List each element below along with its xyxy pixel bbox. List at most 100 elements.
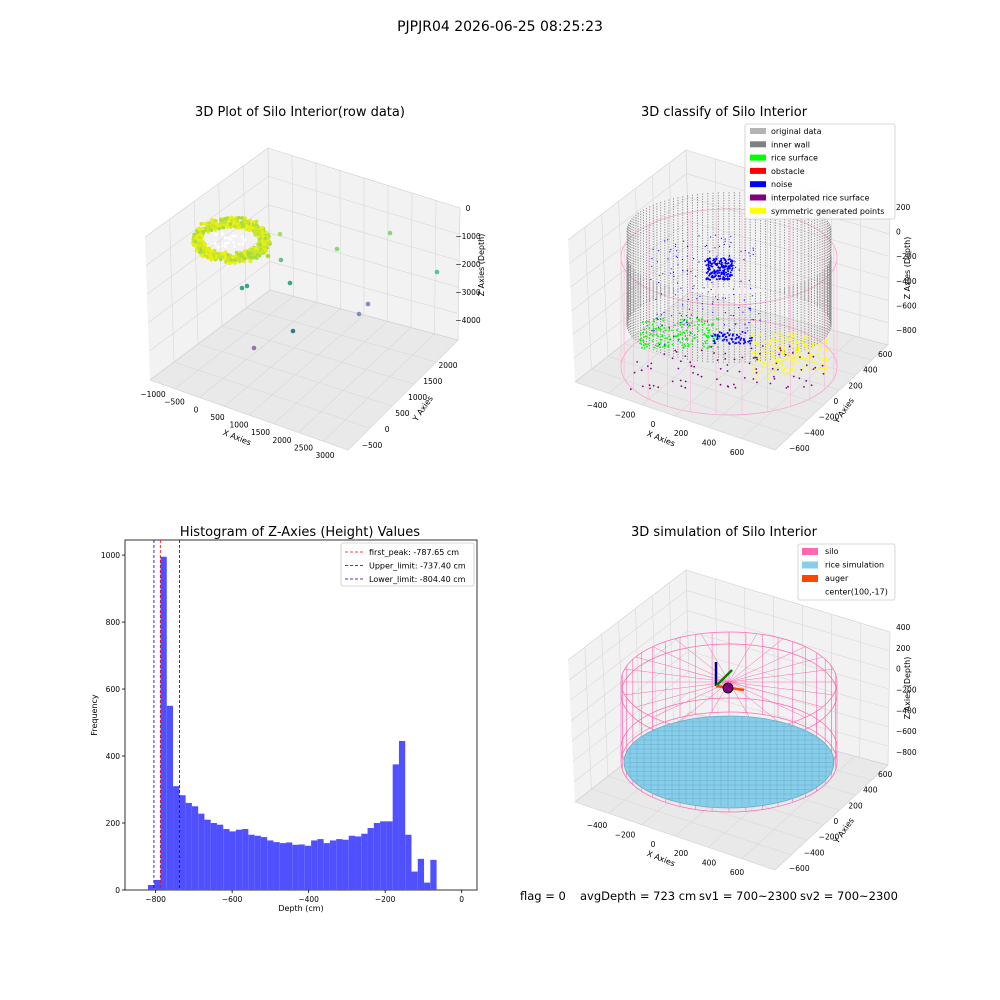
classify-z-tick: −600 (896, 301, 917, 310)
histogram-y-ticks: 0 200 400 600 800 1000 (101, 551, 125, 895)
histogram-bar (260, 837, 268, 890)
classify-z-tick-labels: 200 0 −200 −400 −600 −800 (896, 203, 917, 335)
histogram-bar (267, 840, 274, 890)
simulation-plot-title: 3D simulation of Silo Interior (631, 525, 818, 540)
histogram-bar (204, 819, 211, 890)
histogram-bar (329, 840, 337, 890)
simulation-z-tick: 200 (896, 644, 911, 653)
histogram-bar (160, 556, 167, 890)
raw-x-axis-label: X Axies (222, 428, 253, 447)
raw-z-axis-label: Z Axies (Depth) (477, 234, 486, 297)
histogram-bar (361, 833, 368, 890)
classify-z-tick: 0 (896, 228, 901, 237)
classify-legend-label: obstacle (771, 167, 805, 176)
classify-legend-swatch (750, 207, 766, 214)
histogram-bar (229, 831, 236, 890)
simulation-legend-label: silo (825, 547, 839, 556)
simulation-z-tick: 400 (896, 623, 911, 632)
histogram-x-tick-label: −400 (298, 895, 319, 904)
simulation-y-tick: −400 (804, 848, 825, 857)
histogram-bar (317, 839, 324, 890)
histogram-y-tick-label: 0 (115, 886, 120, 895)
simulation-y-tick: 200 (848, 801, 863, 810)
simulation-z-tick: −600 (896, 727, 917, 736)
histogram-bar (216, 824, 224, 890)
raw-x-tick: 500 (210, 413, 225, 422)
histogram-bar (254, 835, 261, 890)
histogram-bar (373, 823, 381, 890)
classify-x-tick: 400 (702, 439, 717, 448)
classify-legend-swatch (750, 141, 766, 148)
classify-x-tick: 600 (730, 448, 745, 457)
raw-plot-axes-panes (144, 147, 461, 451)
classify-y-tick: 600 (878, 350, 893, 359)
histogram-bar (179, 795, 186, 890)
histogram-bar (191, 806, 199, 890)
histogram-bar (248, 834, 255, 890)
histogram-x-tick-label: −800 (145, 895, 166, 904)
raw-z-tick: 0 (466, 204, 471, 213)
histogram-bar (298, 844, 305, 890)
histogram-bar (154, 879, 161, 890)
raw-point-cloud (191, 215, 440, 351)
simulation-y-tick: 600 (878, 770, 893, 779)
classify-legend: original data inner wall rice surface obsta… (744, 123, 896, 220)
raw-x-tick: 0 (194, 405, 199, 414)
classify-legend-label: original data (771, 127, 822, 136)
histogram-bar (223, 829, 230, 890)
classify-plot-title: 3D classify of Silo Interior (641, 105, 808, 120)
histogram-x-tick-label: 0 (459, 895, 464, 904)
raw-x-tick: −1000 (140, 390, 166, 399)
panel-simulation-3d: 3D simulation of Silo Interior −400 −200 0… (567, 525, 917, 877)
simulation-x-tick: −400 (587, 821, 608, 830)
histogram-y-tick-label: 200 (106, 819, 121, 828)
histogram-y-tick-label: 800 (106, 618, 121, 627)
status-line: flag = 0 avgDepth = 723 cm sv1 = 700~230… (520, 889, 898, 903)
histogram-legend-label: Upper_limit: -737.40 cm (369, 562, 466, 571)
histogram-bar (242, 829, 249, 890)
histogram-bar (342, 839, 349, 890)
auger-marker (714, 662, 745, 694)
histogram-bar (286, 842, 293, 890)
histogram-bar (405, 834, 412, 890)
histogram-title: Histogram of Z-Axies (Height) Values (180, 525, 420, 540)
simulation-legend-label: rice simulation (825, 561, 884, 570)
raw-y-tick: 2000 (438, 361, 457, 370)
raw-z-tick-labels: 0 −1000 −2000 −3000 −4000 (455, 204, 481, 325)
classify-point-cloud (620, 192, 838, 416)
panel-histogram: Histogram of Z-Axies (Height) Values −80… (90, 525, 478, 913)
histogram-bar (355, 836, 362, 890)
simulation-x-tick: −200 (615, 830, 636, 839)
histogram-bar (173, 786, 180, 890)
classify-plot-grid (568, 158, 890, 439)
raw-y-tick: 500 (395, 409, 410, 418)
classify-x-tick: −200 (615, 410, 636, 419)
classify-x-tick: −400 (587, 401, 608, 410)
simulation-x-tick: 400 (702, 859, 717, 868)
histogram-bar (430, 859, 437, 890)
status-sv1: sv1 = 700~2300 (699, 889, 797, 903)
figure-suptitle: PJPJR04 2026-06-25 08:25:23 (397, 19, 603, 35)
classify-legend-label: rice surface (771, 154, 818, 163)
simulation-legend-label: auger (825, 574, 849, 583)
classify-z-tick: −400 (896, 277, 917, 286)
status-avg-depth: avgDepth = 723 cm (580, 889, 696, 903)
classify-y-tick: 400 (863, 366, 878, 375)
raw-plot-title: 3D Plot of Silo Interior(row data) (195, 105, 405, 120)
simulation-legend-swatch (802, 575, 818, 582)
classify-z-tick: −800 (896, 326, 917, 335)
histogram-bar (166, 705, 174, 890)
rice-simulation-surface (623, 715, 835, 809)
simulation-y-tick: 0 (834, 817, 839, 826)
simulation-legend-label: center(100,-17) (825, 588, 888, 597)
simulation-x-tick: 0 (651, 840, 656, 849)
classify-legend-label: inner wall (771, 140, 810, 149)
classify-x-tick-labels: −400 −200 0 200 400 600 (587, 401, 745, 457)
classify-y-tick: 200 (848, 381, 863, 390)
histogram-bar (198, 813, 205, 890)
classify-legend-label: symmetric generated points (771, 207, 884, 216)
classify-legend-swatch (750, 128, 766, 134)
